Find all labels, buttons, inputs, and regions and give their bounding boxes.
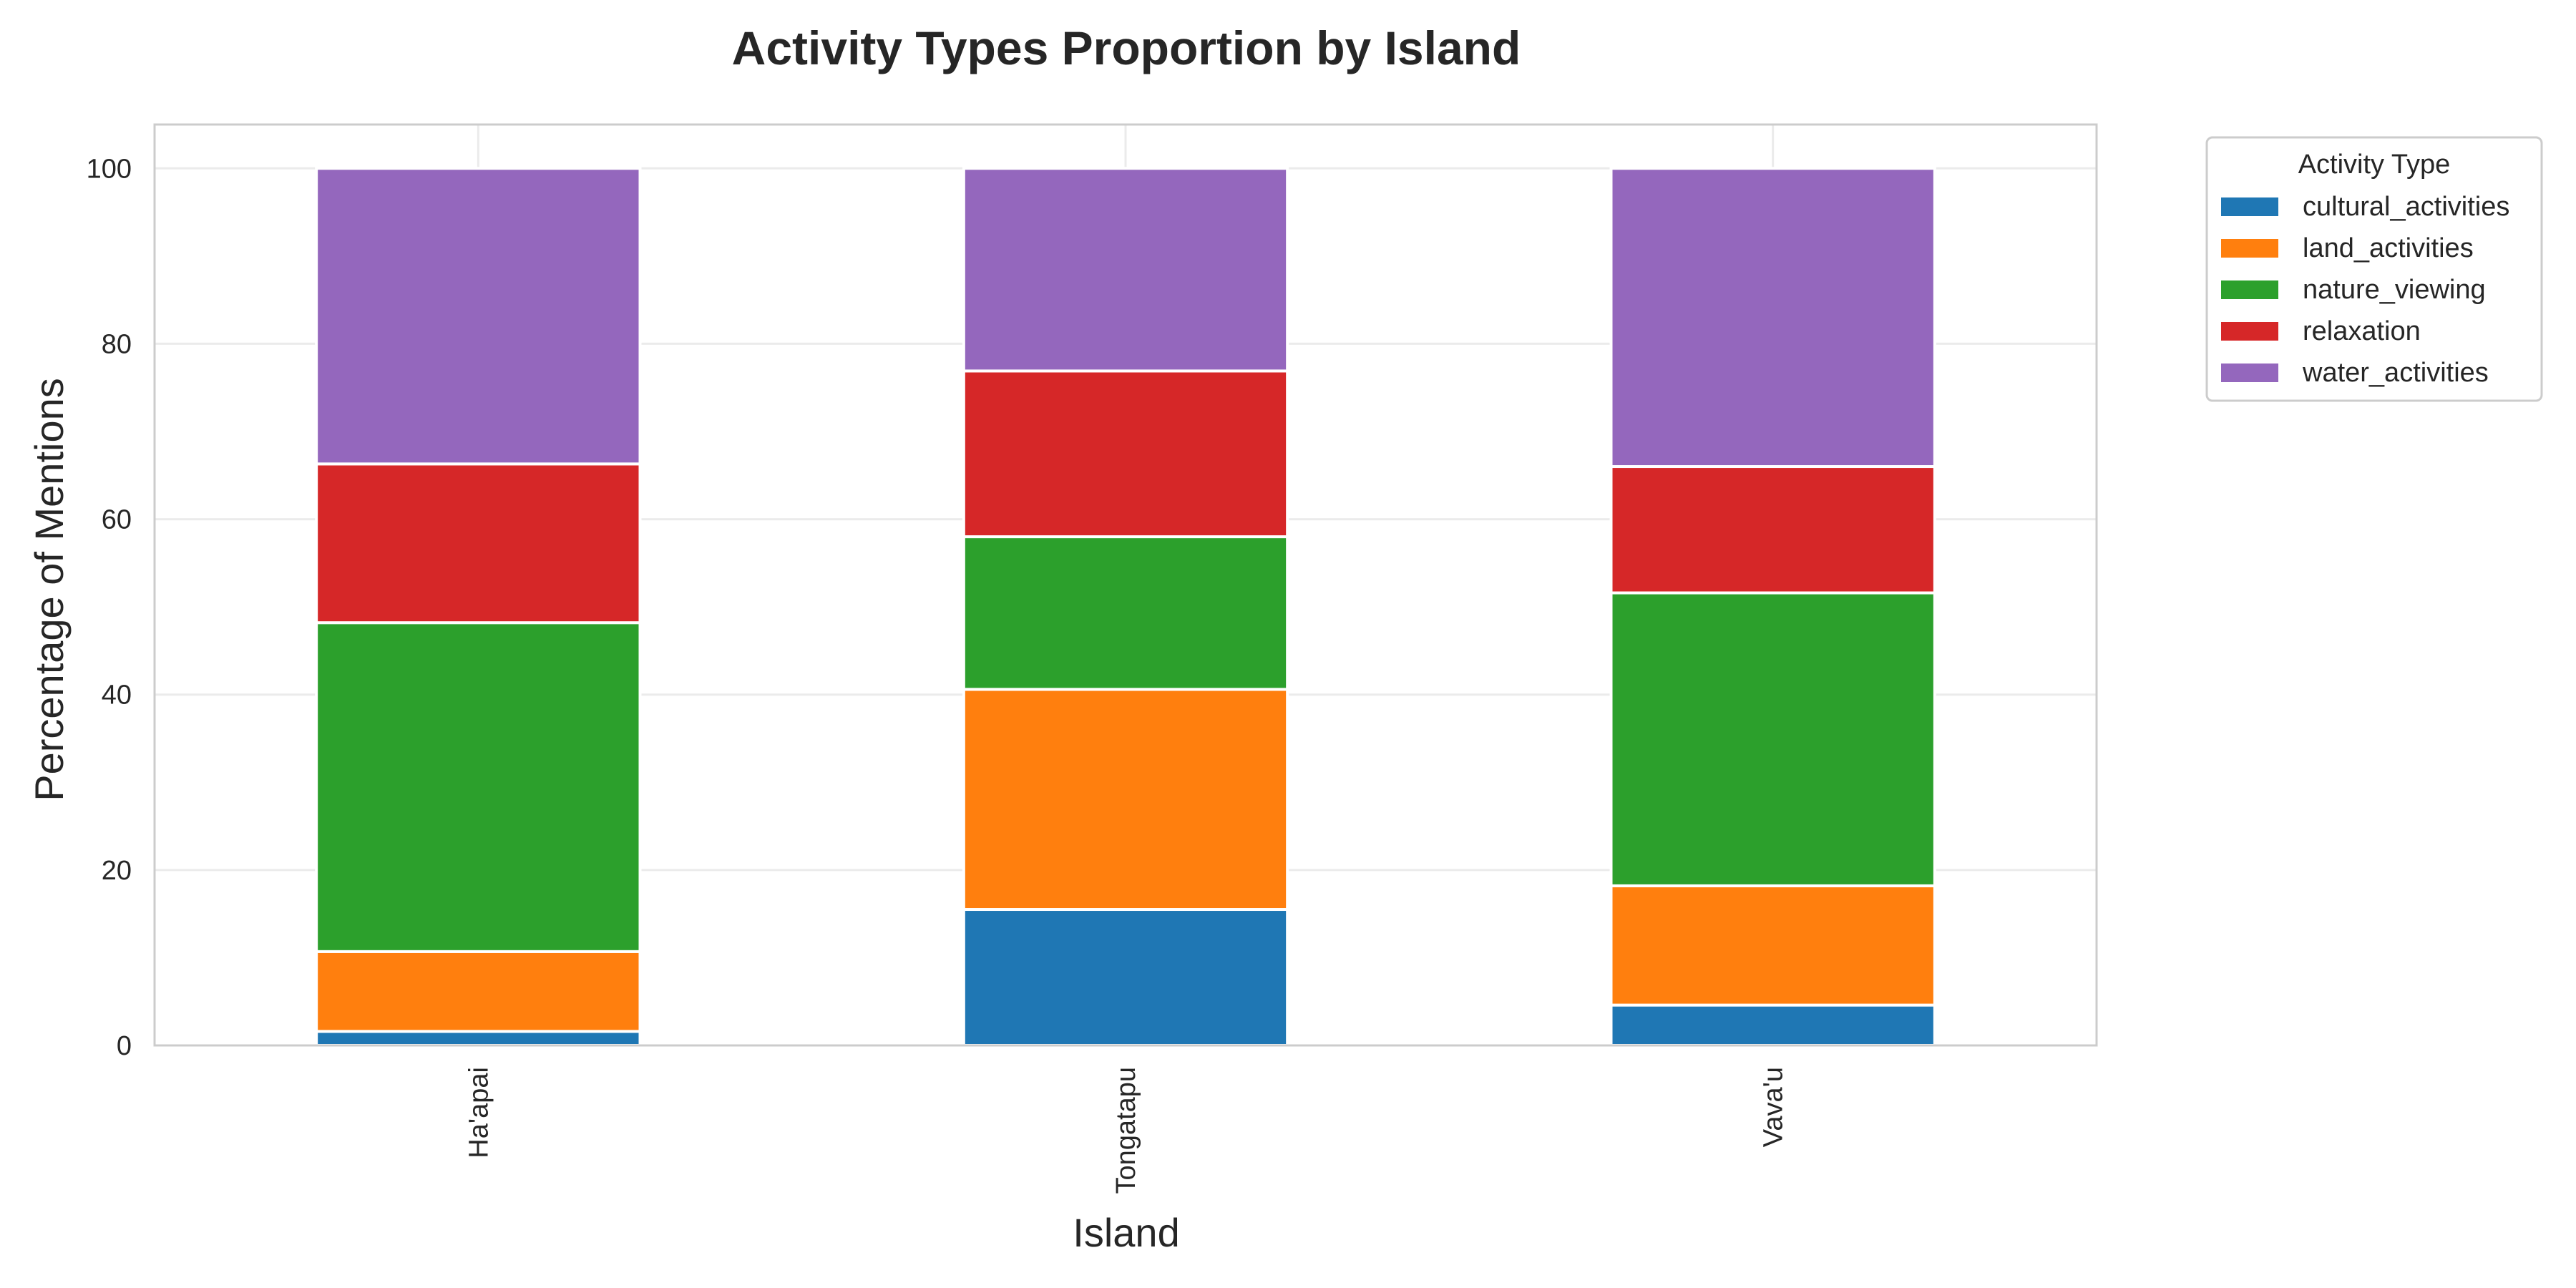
legend-label-cultural_activities: cultural_activities: [2303, 192, 2509, 222]
y-tick-label: 100: [87, 154, 132, 184]
legend-label-land_activities: land_activities: [2303, 233, 2474, 263]
x-axis-label: Island: [1073, 1210, 1179, 1255]
bars-layer: [315, 167, 1936, 1048]
y-axis-label: Percentage of Mentions: [26, 378, 72, 801]
bar-segment-water_activities: [962, 167, 1289, 373]
bar-segment-land_activities: [1609, 884, 1936, 1007]
chart-title: Activity Types Proportion by Island: [732, 21, 1521, 74]
legend: Activity Type cultural_activities land_ac…: [2205, 136, 2543, 402]
plot-border: [153, 123, 2098, 1047]
legend-label-nature_viewing: nature_viewing: [2303, 275, 2486, 305]
y-tick-label: 80: [102, 329, 132, 359]
x-tick-label: Ha'apai: [464, 1067, 494, 1158]
legend-items: cultural_activities land_activitiesnature…: [2221, 192, 2509, 388]
legend-frame: [2205, 136, 2543, 402]
legend-swatch-relaxation: [2221, 322, 2278, 341]
bar-segment-cultural_activities: [962, 908, 1289, 1047]
y-tick-label: 0: [117, 1031, 132, 1061]
legend-swatch-land_activities: [2221, 239, 2278, 258]
bar-segment-nature_viewing: [315, 621, 642, 953]
bar-segment-cultural_activities: [315, 1030, 642, 1047]
legend-label-relaxation: relaxation: [2303, 316, 2421, 346]
bar-segment-nature_viewing: [962, 535, 1289, 691]
bar-segment-water_activities: [315, 167, 642, 466]
y-tick-label: 40: [102, 680, 132, 711]
y-axis-ticks: 0 20 40 60 80 100: [87, 154, 132, 1061]
legend-label-water_activities: water_activities: [2302, 358, 2489, 388]
y-tick-label: 60: [102, 505, 132, 535]
bar-segment-relaxation: [1609, 465, 1936, 595]
bar-segment-land_activities: [962, 688, 1289, 912]
bar-segment-relaxation: [315, 462, 642, 625]
legend-swatch-water_activities: [2221, 364, 2278, 382]
plot-frame: [153, 123, 2098, 1047]
x-axis-ticks: Ha'apai Tongatapu Vava'u: [464, 1067, 1788, 1194]
bar-segment-land_activities: [315, 950, 642, 1033]
y-tick-label: 20: [102, 856, 132, 886]
x-tick-label: Tongatapu: [1111, 1067, 1141, 1194]
legend-swatch-cultural_activities: [2221, 197, 2278, 216]
x-tick-label: Vava'u: [1759, 1067, 1789, 1147]
bar-segment-cultural_activities: [1609, 1003, 1936, 1048]
bar-segment-relaxation: [962, 369, 1289, 539]
legend-title: Activity Type: [2298, 150, 2451, 180]
bar-segment-water_activities: [1609, 167, 1936, 469]
bar-segment-nature_viewing: [1609, 591, 1936, 887]
legend-swatch-nature_viewing: [2221, 280, 2278, 299]
